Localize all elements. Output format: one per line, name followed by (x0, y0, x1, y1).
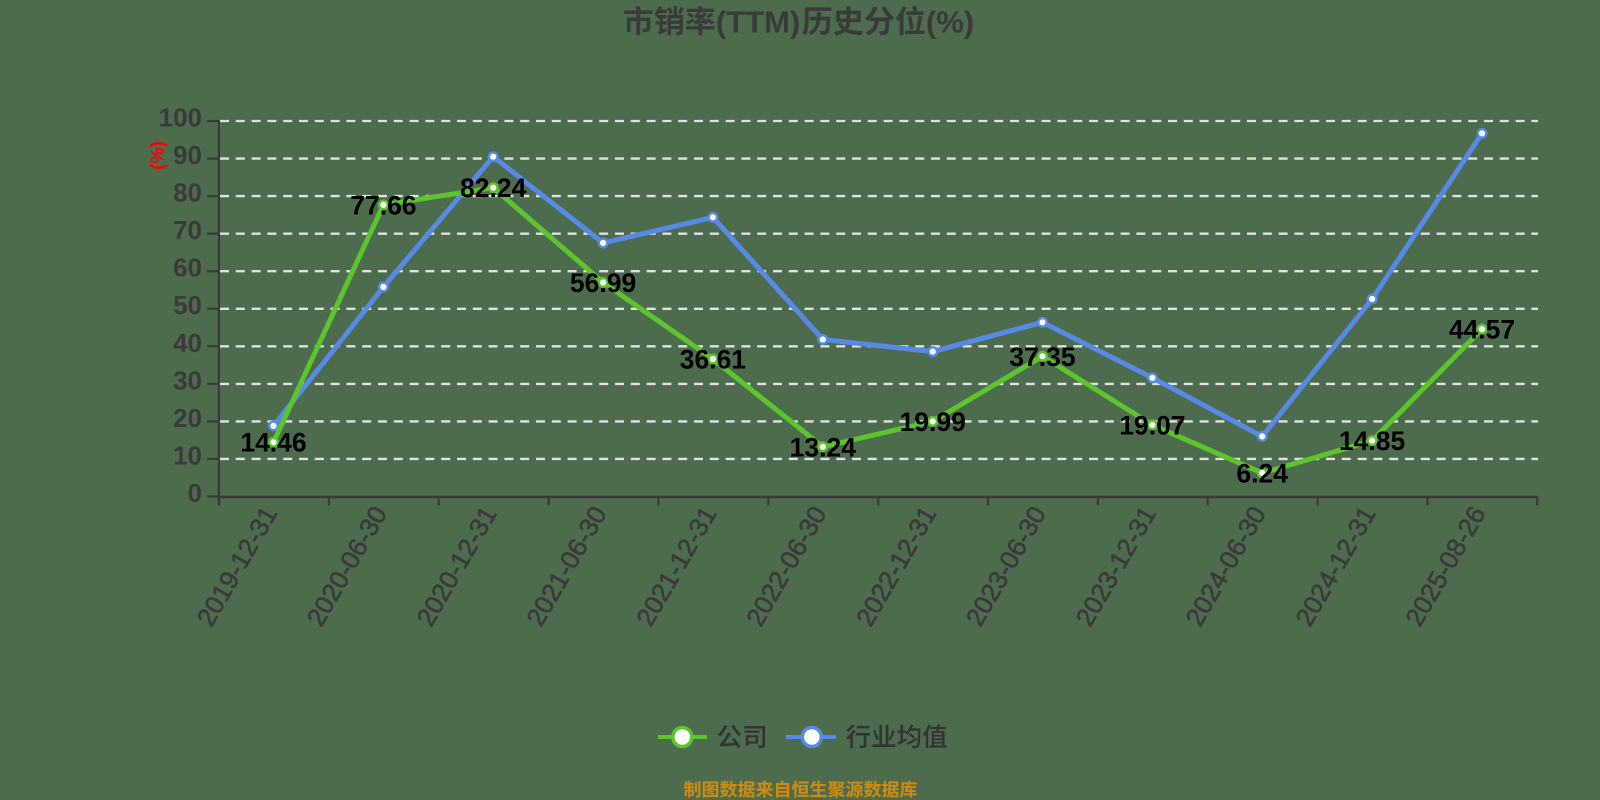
svg-text:19.07: 19.07 (1119, 410, 1185, 440)
svg-text:30: 30 (173, 365, 202, 395)
svg-text:6.24: 6.24 (1236, 459, 1288, 489)
svg-text:(%): (%) (147, 141, 168, 170)
svg-text:(%): (%) (926, 5, 974, 40)
svg-text:77.66: 77.66 (350, 190, 416, 220)
svg-text:82.24: 82.24 (460, 173, 527, 203)
svg-text:14.85: 14.85 (1339, 426, 1405, 456)
svg-text:(TTM): (TTM) (716, 5, 800, 40)
svg-text:50: 50 (173, 290, 202, 320)
svg-text:80: 80 (173, 178, 202, 208)
svg-text:70: 70 (173, 215, 202, 245)
svg-text:56.99: 56.99 (570, 268, 636, 298)
svg-text:90: 90 (173, 140, 202, 170)
svg-text:36.61: 36.61 (680, 345, 746, 375)
svg-text:14.46: 14.46 (240, 428, 306, 458)
svg-text:19.99: 19.99 (900, 407, 966, 437)
svg-text:60: 60 (173, 253, 202, 283)
svg-text:0: 0 (188, 478, 202, 508)
svg-text:44.57: 44.57 (1449, 315, 1515, 345)
svg-text:37.35: 37.35 (1009, 342, 1075, 372)
svg-text:13.24: 13.24 (790, 432, 857, 462)
svg-text:10: 10 (173, 440, 202, 470)
svg-text:100: 100 (159, 103, 202, 133)
svg-text:40: 40 (173, 328, 202, 358)
svg-text:20: 20 (173, 403, 202, 433)
